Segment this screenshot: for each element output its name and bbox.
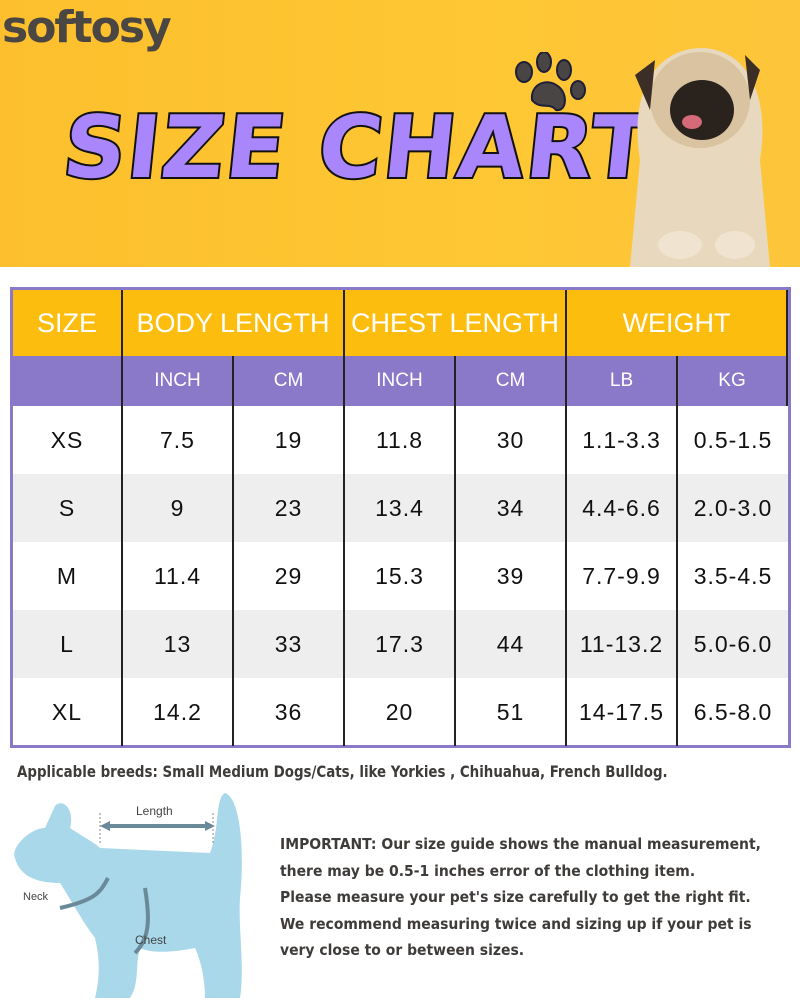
- table-cell: XL: [13, 678, 123, 746]
- table-cell: M: [13, 542, 123, 610]
- table-cell: 20: [345, 678, 456, 746]
- table-cell: 33: [234, 610, 345, 678]
- table-cell: 39: [456, 542, 567, 610]
- important-note: IMPORTANT: Our size guide shows the manu…: [280, 831, 761, 964]
- table-subheader-row: INCH CM INCH CM LB KG: [13, 356, 788, 406]
- table-cell: S: [13, 474, 123, 542]
- header-weight: WEIGHT: [567, 290, 788, 356]
- subheader-cell: [13, 356, 123, 406]
- subheader-cell: KG: [678, 356, 788, 406]
- table-row: XS 7.5 19 11.8 30 1.1-3.3 0.5-1.5: [13, 406, 788, 474]
- table-cell: 11.8: [345, 406, 456, 474]
- paw-icon: [515, 52, 586, 112]
- table-cell: 4.4-6.6: [567, 474, 678, 542]
- table-row: XL 14.2 36 20 51 14-17.5 6.5-8.0: [13, 678, 788, 746]
- table-cell: 13.4: [345, 474, 456, 542]
- dog-measurement-diagram: Length Neck Chest: [14, 793, 242, 998]
- note-line: very close to or between sizes.: [280, 941, 525, 959]
- table-cell: 7.5: [123, 406, 234, 474]
- table-cell: L: [13, 610, 123, 678]
- table-cell: 51: [456, 678, 567, 746]
- note-line: Please measure your pet's size carefully…: [280, 888, 751, 906]
- table-header-row: SIZE BODY LENGTH CHEST LENGTH WEIGHT: [13, 290, 788, 356]
- table-cell: 17.3: [345, 610, 456, 678]
- table-cell: 6.5-8.0: [693, 698, 773, 725]
- table-cell: 36: [234, 678, 345, 746]
- header-size: SIZE: [13, 290, 123, 356]
- note-line: We recommend measuring twice and sizing …: [280, 914, 752, 933]
- chest-label: Chest: [135, 933, 167, 947]
- table-row: M 11.4 29 15.3 39 7.7-9.9 3.5-4.5: [13, 542, 788, 610]
- table-cell: 1.1-3.3: [567, 406, 678, 474]
- table-cell: 15.3: [345, 542, 456, 610]
- neck-label: Neck: [23, 891, 49, 903]
- table-cell: 19: [234, 406, 345, 474]
- banner: softosy SIZE CHART: [0, 0, 800, 267]
- brand-logo: softosy: [2, 2, 172, 53]
- table-cell: 34: [456, 474, 567, 542]
- subheader-cell: LB: [567, 356, 678, 406]
- table-cell: 5.0-6.0: [693, 630, 773, 657]
- table-cell: 23: [234, 474, 345, 542]
- table-cell: 11.4: [123, 542, 234, 610]
- table-cell: 44: [456, 610, 567, 678]
- table-row: S 9 23 13.4 34 4.4-6.6 2.0-3.0: [13, 474, 788, 542]
- note-line: IMPORTANT: Our size guide shows the manu…: [280, 835, 761, 853]
- table-cell: 11-13.2: [567, 610, 678, 678]
- table-cell: 14.2: [123, 678, 234, 746]
- size-table: SIZE BODY LENGTH CHEST LENGTH WEIGHT INC…: [10, 287, 791, 748]
- subheader-cell: CM: [234, 356, 345, 406]
- pug-photo: [630, 48, 770, 267]
- note-line: there may be 0.5-1 inches error of the c…: [280, 861, 696, 880]
- header-body-length: BODY LENGTH: [123, 290, 345, 356]
- table-cell: 0.5-1.5: [693, 426, 773, 453]
- table-cell: 14-17.5: [567, 678, 678, 746]
- table-cell: 7.7-9.9: [567, 542, 678, 610]
- table-cell: 13: [123, 610, 234, 678]
- header-chest-length: CHEST LENGTH: [345, 290, 567, 356]
- table-cell: 29: [234, 542, 345, 610]
- table-cell: 9: [123, 474, 234, 542]
- table-cell: 2.0-3.0: [693, 494, 773, 521]
- table-cell: 3.5-4.5: [693, 562, 773, 589]
- table-cell: XS: [13, 406, 123, 474]
- table-cell: 30: [456, 406, 567, 474]
- subheader-cell: INCH: [345, 356, 456, 406]
- subheader-cell: CM: [456, 356, 567, 406]
- table-row: L 13 33 17.3 44 11-13.2 5.0-6.0: [13, 610, 788, 678]
- applicable-breeds: Applicable breeds: Small Medium Dogs/Cat…: [17, 762, 668, 781]
- length-label: Length: [136, 804, 173, 818]
- subheader-cell: INCH: [123, 356, 234, 406]
